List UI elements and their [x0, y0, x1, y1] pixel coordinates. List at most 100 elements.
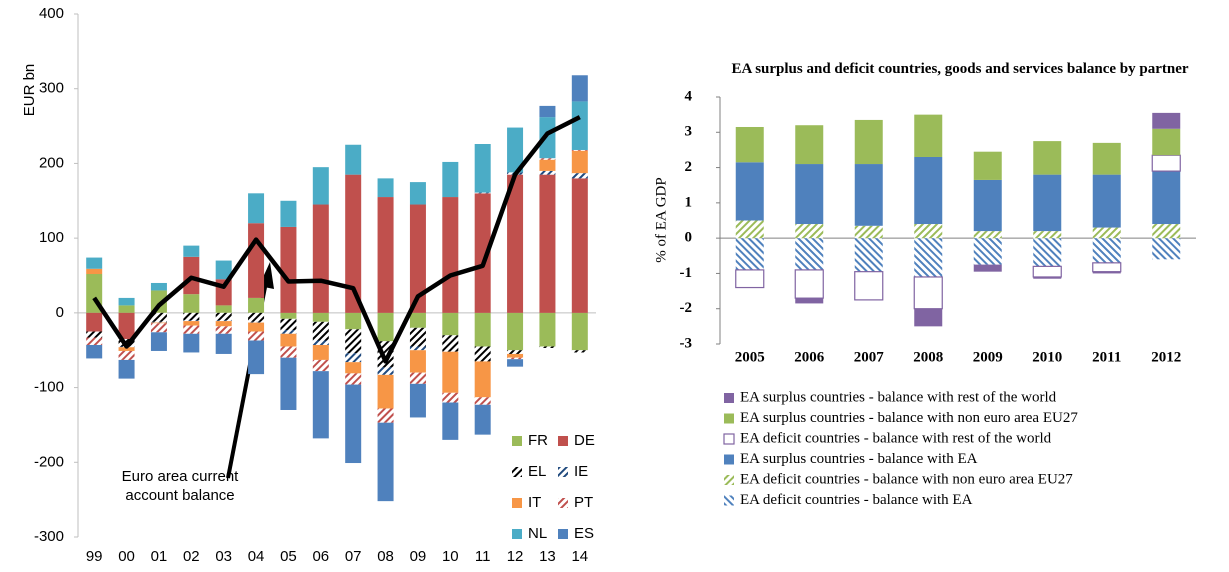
- bar: [539, 170, 556, 175]
- bar: [1033, 174, 1062, 232]
- y-tick-label: 1: [685, 194, 693, 210]
- x-tick-label: 2008: [913, 349, 943, 365]
- bar: [377, 374, 394, 409]
- legend-label: IT: [528, 494, 541, 511]
- bar: [795, 164, 824, 225]
- bar: [215, 320, 232, 322]
- bar: [794, 269, 824, 299]
- bar: [854, 164, 883, 226]
- bar: [280, 330, 297, 334]
- y-tick-label: -200: [34, 453, 64, 470]
- bar: [248, 340, 265, 375]
- bar: [409, 350, 426, 373]
- x-tick-label: 2005: [735, 349, 765, 365]
- bar: [735, 220, 764, 239]
- bar: [215, 333, 232, 354]
- bar: [248, 193, 265, 224]
- legend-label: EA deficit countries - balance with non …: [740, 471, 1073, 487]
- bar: [215, 321, 232, 327]
- y-tick-label: 4: [685, 88, 693, 104]
- bar: [280, 318, 297, 331]
- bar: [973, 151, 1002, 180]
- bar: [409, 327, 426, 347]
- legend-marker: [558, 467, 568, 477]
- bar: [571, 150, 588, 174]
- y-tick-label: 0: [56, 304, 64, 321]
- bar: [854, 271, 884, 301]
- bar: [1092, 262, 1122, 273]
- bar: [280, 226, 297, 313]
- bar: [539, 158, 556, 160]
- y-tick-label: 3: [685, 124, 693, 140]
- bar: [442, 335, 459, 352]
- legend-label: IE: [574, 463, 588, 480]
- legend-marker: [512, 529, 522, 539]
- x-tick-label: 02: [183, 548, 200, 565]
- annotation: Euro area current account balance: [121, 468, 239, 504]
- bar: [474, 144, 491, 193]
- bar: [795, 224, 824, 239]
- bar: [442, 312, 459, 336]
- bar: [118, 297, 135, 306]
- y-tick-label: -3: [680, 335, 693, 351]
- bar: [854, 119, 883, 165]
- bar: [1152, 128, 1181, 156]
- bar: [1092, 271, 1121, 274]
- bar: [377, 197, 394, 313]
- bar: [1033, 141, 1062, 175]
- bar: [1033, 238, 1062, 267]
- bar: [571, 312, 588, 351]
- bar: [118, 359, 135, 379]
- x-tick-label: 00: [118, 548, 135, 565]
- bar: [1092, 227, 1121, 239]
- bar: [507, 353, 524, 358]
- bar: [248, 322, 265, 332]
- legend-label: EA surplus countries - balance with EA: [740, 451, 978, 467]
- bar: [1152, 238, 1181, 260]
- legend-label: DE: [574, 432, 595, 449]
- bar: [474, 397, 491, 405]
- bar: [345, 384, 362, 464]
- y-axis-label: % of EA GDP: [653, 177, 669, 262]
- bar: [507, 127, 524, 173]
- legend-marker: [558, 529, 568, 539]
- bar: [248, 297, 265, 313]
- bar: [409, 312, 426, 328]
- bar: [1033, 231, 1062, 239]
- legend-marker: [724, 495, 734, 506]
- bar: [795, 238, 824, 270]
- x-tick-label: 10: [442, 548, 459, 565]
- bar: [215, 312, 232, 321]
- bar: [735, 162, 764, 221]
- bar: [248, 321, 265, 323]
- bar: [571, 101, 588, 150]
- bar: [150, 323, 167, 333]
- bar: [914, 114, 943, 157]
- x-tick-label: 06: [312, 548, 329, 565]
- bar: [474, 312, 491, 347]
- bar: [118, 312, 135, 340]
- bar: [1033, 276, 1062, 279]
- bar: [118, 305, 135, 313]
- bar: [571, 173, 588, 179]
- x-tick-label: 09: [410, 548, 427, 565]
- bar: [86, 312, 103, 332]
- bar: [914, 224, 943, 239]
- bar: [914, 238, 943, 277]
- x-tick-label: 2012: [1151, 349, 1181, 365]
- legend-marker: [512, 467, 522, 477]
- bar: [280, 333, 297, 347]
- bar: [854, 225, 883, 239]
- bar: [973, 179, 1002, 232]
- bar: [571, 178, 588, 313]
- bar: [215, 260, 232, 280]
- bar: [1152, 224, 1181, 239]
- x-tick-label: 11: [475, 548, 491, 565]
- bar: [507, 359, 524, 367]
- bar: [913, 276, 943, 310]
- bar: [735, 238, 764, 270]
- bar: [377, 367, 394, 375]
- bar: [183, 333, 200, 353]
- x-tick-label: 12: [507, 548, 524, 565]
